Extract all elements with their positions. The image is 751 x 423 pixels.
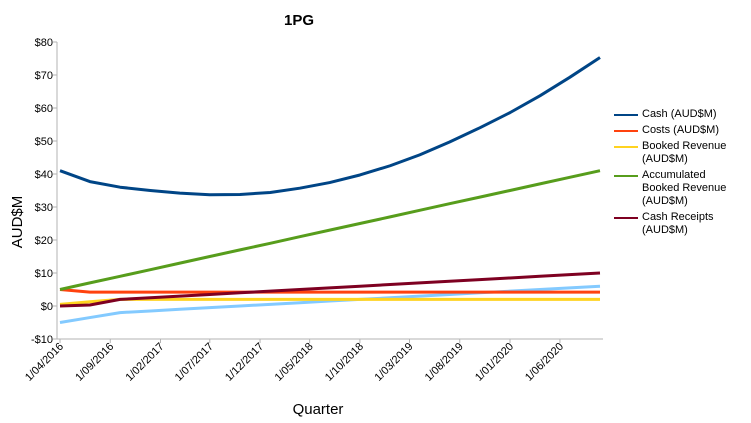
legend-label: Costs (AUD$M) [642,124,720,136]
series-line [59,169,601,291]
y-tick-label: $40 [35,169,53,181]
y-tick-label: $20 [35,235,53,247]
y-tick-label: $80 [35,37,53,49]
y-tick-label: $60 [35,103,53,115]
legend-label: Cash (AUD$M) [642,108,717,120]
y-axis-label: AUD$M [9,196,26,249]
x-tick-label: 1/04/2016 [23,341,66,384]
series-line [59,56,601,197]
y-tick-label: $70 [35,70,53,82]
series-line [59,297,600,306]
legend-swatch [614,114,638,116]
legend-item: Costs (AUD$M) [614,124,734,137]
x-axis-label: Quarter [293,401,344,418]
legend-swatch [614,217,638,219]
y-tick-label: $10 [35,268,53,280]
y-tick-label: $50 [35,136,53,148]
y-tick-label: $0 [41,301,53,313]
series-line [59,271,601,308]
series-line [59,288,600,294]
x-tick-label: 1/06/2020 [523,341,566,384]
legend-swatch [614,175,638,177]
x-tick-label: 1/05/2018 [273,341,316,384]
y-tick-label: -$10 [31,334,53,346]
legend-swatch [614,130,638,132]
legend-swatch [614,146,638,148]
legend-label: Cash Receipts (AUD$M) [642,211,714,236]
x-tick-label: 1/03/2019 [373,341,416,384]
x-tick-label: 1/09/2016 [73,341,116,384]
x-tick-label: 1/12/2017 [223,341,266,384]
legend-item: Cash (AUD$M) [614,108,734,121]
x-tick-label: 1/10/2018 [323,341,366,384]
chart-title: 1PG [284,12,314,29]
legend-label: Accumulated Booked Revenue (AUD$M) [642,169,727,207]
x-tick-label: 1/07/2017 [173,341,216,384]
legend-item: Accumulated Booked Revenue (AUD$M) [614,169,734,208]
x-tick-label: 1/02/2017 [124,341,167,384]
legend-item: Booked Revenue (AUD$M) [614,140,734,166]
x-tick-label: 1/08/2019 [423,341,466,384]
x-tick-label: 1/01/2020 [473,341,516,384]
legend-label: Booked Revenue (AUD$M) [642,140,727,165]
y-tick-label: $30 [35,202,53,214]
legend: Cash (AUD$M) Costs (AUD$M) Booked Revenue … [614,108,734,240]
legend-item: Cash Receipts (AUD$M) [614,211,734,237]
